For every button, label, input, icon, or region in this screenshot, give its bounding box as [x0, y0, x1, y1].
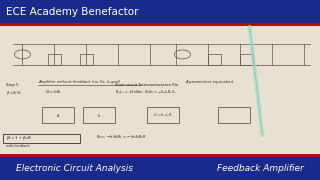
Text: Step 5: Step 5 [6, 83, 19, 87]
Text: $R_m|_{sc}$ = -hfe/hie . Vs/Is = $-h_{fe}I_bR_c/I_o$: $R_m|_{sc}$ = -hfe/hie . Vs/Is = $-h_{fe… [115, 89, 177, 96]
Text: A parameters equivalent: A parameters equivalent [186, 80, 234, 84]
Text: Short circuit Transconductance Rm: Short circuit Transconductance Rm [115, 83, 179, 87]
Bar [0, 0, 320, 23]
Bar [83, 107, 115, 123]
Text: A: A [56, 114, 59, 118]
Text: b: b [98, 114, 100, 118]
Bar [147, 107, 179, 123]
Text: Amplifier without feedback (no Vs, Is gnd): Amplifier without feedback (no Vs, Is gn… [38, 80, 120, 84]
Bar [208, 54, 221, 65]
Bar [218, 107, 250, 123]
Text: $R_{in} = -h_{fe}I_bR_c = -h_{fe}I_bR_cR$: $R_{in} = -h_{fe}I_bR_c = -h_{fe}I_bR_cR… [96, 134, 146, 141]
Text: ECE Academy Benefactor: ECE Academy Benefactor [6, 7, 139, 17]
Text: with feedback: with feedback [6, 144, 30, 148]
Text: Feedback Amplifier: Feedback Amplifier [217, 164, 304, 173]
Text: $V_o=h_{fe}I_bR_c$: $V_o=h_{fe}I_bR_c$ [153, 112, 173, 119]
Text: $\beta I = 1 + \beta_o R$: $\beta I = 1 + \beta_o R$ [6, 134, 32, 141]
Text: Electronic Circuit Analysis: Electronic Circuit Analysis [16, 164, 133, 173]
Bar [240, 54, 253, 65]
Bar [48, 54, 61, 65]
Bar [0, 23, 320, 26]
Bar [0, 157, 320, 180]
Bar [0, 154, 320, 157]
Text: $\beta = I_f / V_o$: $\beta = I_f / V_o$ [6, 89, 22, 96]
Bar [0, 23, 320, 154]
Bar [3, 134, 80, 143]
Bar [80, 54, 93, 65]
Bar [42, 107, 74, 123]
Text: $V_o = I_o R_c$: $V_o = I_o R_c$ [45, 89, 62, 96]
